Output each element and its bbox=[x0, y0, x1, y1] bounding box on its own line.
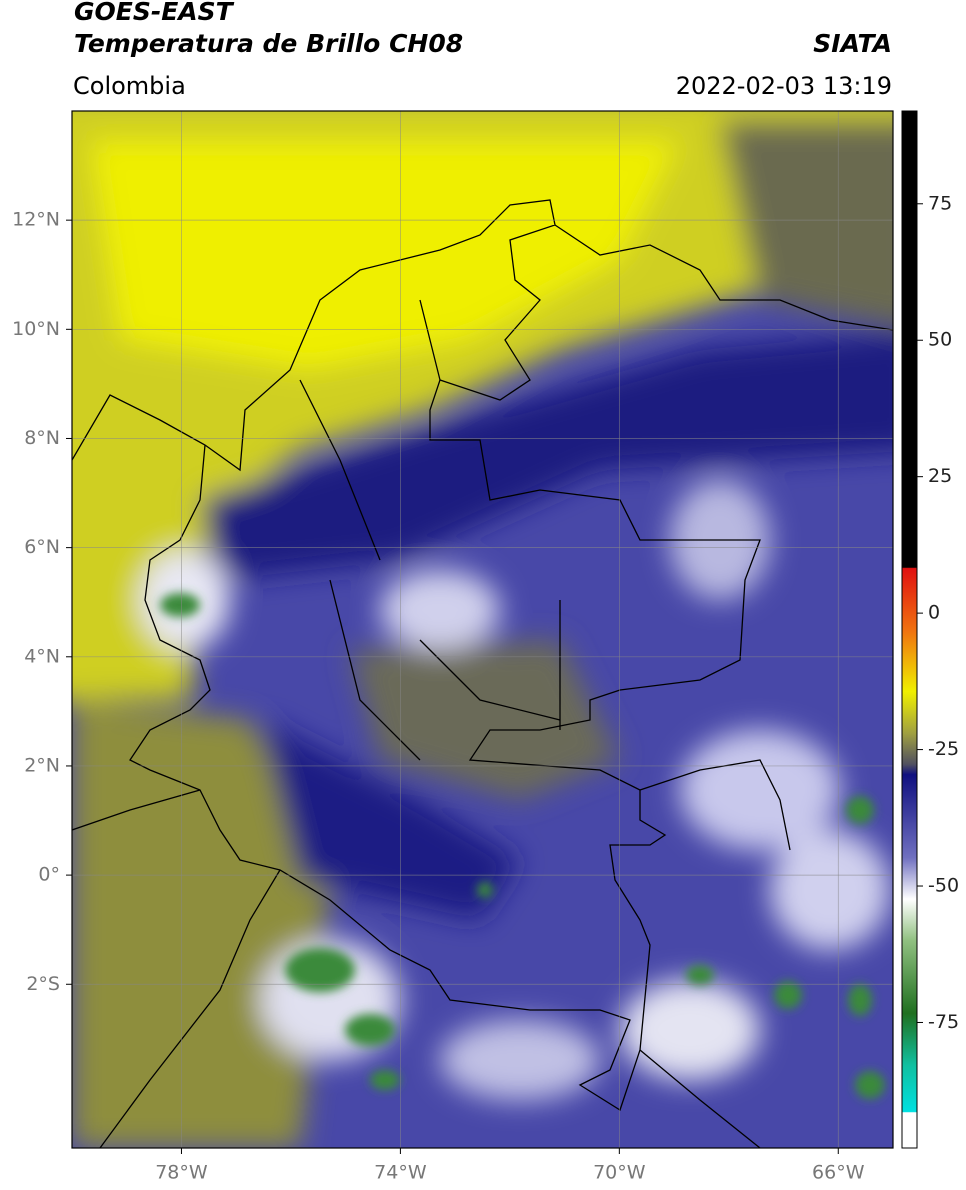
colorbar-tick-label: 75 bbox=[928, 192, 952, 214]
y-tick-label: 12°N bbox=[12, 209, 60, 231]
colorbar-tick-label: -25 bbox=[928, 738, 959, 760]
x-tick-label: 78°W bbox=[155, 1162, 208, 1184]
y-tick-label: 2°S bbox=[26, 973, 60, 995]
x-tick-label: 74°W bbox=[374, 1162, 427, 1184]
map-frame bbox=[71, 110, 894, 1149]
colorbar-tick-label: 50 bbox=[928, 329, 952, 351]
ticks: 78°W 74°W 70°W 66°W 12°N 10°N 8°N 6°N 4°N 2°N 0° 2°… bbox=[12, 192, 959, 1183]
y-tick-label: 10°N bbox=[12, 318, 60, 340]
datetime: 2022-02-03 13:19 bbox=[676, 72, 892, 100]
colorbar-tick-label: -75 bbox=[928, 1011, 959, 1033]
y-tick-label: 2°N bbox=[24, 754, 60, 776]
y-tick-label: 0° bbox=[38, 864, 60, 886]
y-tick-label: 4°N bbox=[24, 645, 60, 667]
borders bbox=[72, 199, 893, 1148]
x-tick-label: 66°W bbox=[812, 1162, 865, 1184]
title: GOES-EAST bbox=[74, 0, 235, 26]
x-tick-label: 70°W bbox=[593, 1162, 646, 1184]
colorbar-tick-label: 0 bbox=[928, 602, 940, 624]
grid bbox=[72, 111, 893, 1148]
colorbar bbox=[901, 110, 918, 1149]
colorbar-tick-label: -50 bbox=[928, 875, 959, 897]
subtitle: Temperatura de Brillo CH08 bbox=[74, 29, 463, 58]
source: SIATA bbox=[813, 29, 892, 58]
colorbar-tick-label: 25 bbox=[928, 465, 952, 487]
y-tick-label: 8°N bbox=[24, 427, 60, 449]
y-tick-label: 6°N bbox=[24, 536, 60, 558]
region: Colombia bbox=[73, 72, 186, 100]
satellite-image bbox=[72, 111, 893, 1148]
